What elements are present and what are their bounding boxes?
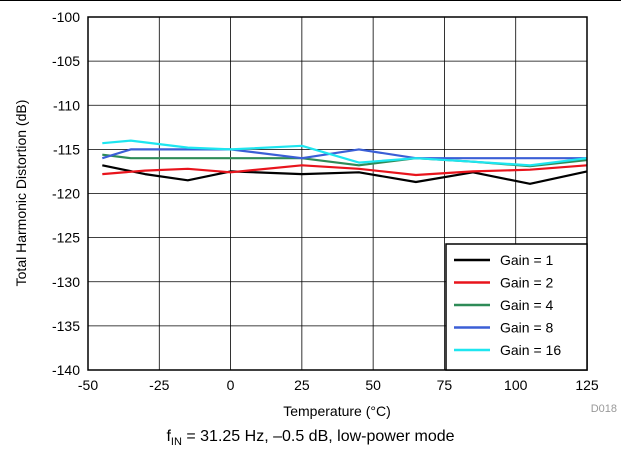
- series-line-gain-16: [102, 139, 588, 167]
- plot-frame: [87, 16, 588, 371]
- legend-label: Gain = 1: [500, 252, 554, 268]
- legend-label: Gain = 4: [500, 297, 554, 313]
- x-tick-label: 125: [575, 377, 599, 393]
- x-tick-label: -25: [149, 377, 169, 393]
- series-layer: [101, 139, 588, 185]
- x-tick-label: 75: [437, 377, 453, 393]
- y-tick-label: -120: [52, 186, 80, 202]
- y-tick-label: -100: [52, 9, 80, 25]
- x-tick-labels: -50 -25 0 25 50 75 100 125: [78, 377, 599, 393]
- x-tick-label: 50: [365, 377, 381, 393]
- y-axis-label: Total Harmonic Distortion (dB): [13, 100, 29, 287]
- legend-label: Gain = 2: [500, 275, 554, 291]
- caption-prefix: f: [166, 428, 171, 445]
- legend-label: Gain = 16: [500, 342, 561, 358]
- chart-caption: fIN = 31.25 Hz, –0.5 dB, low-power mode: [0, 428, 621, 448]
- y-tick-label: -135: [52, 318, 80, 334]
- series-line-gain-2: [102, 164, 588, 177]
- y-tick-label: -110: [53, 97, 80, 113]
- x-tick-label: -50: [78, 377, 98, 393]
- series-line-gain-1: [102, 164, 588, 185]
- y-tick-label: -125: [52, 230, 80, 246]
- y-tick-label: -115: [53, 141, 80, 157]
- thd-vs-temperature-chart: -50 -25 0 25 50 75 100 125 -100 -105 -110 -115 -120…: [13, 9, 617, 419]
- caption-subscript: IN: [170, 436, 182, 449]
- y-tick-label: -105: [52, 53, 80, 69]
- x-tick-label: 25: [294, 377, 310, 393]
- x-axis-label: Temperature (°C): [283, 403, 391, 419]
- caption-text: = 31.25 Hz, –0.5 dB, low-power mode: [181, 428, 455, 445]
- y-tick-labels: -100 -105 -110 -115 -120 -125 -130 -135 -140: [52, 9, 80, 378]
- x-tick-label: 0: [227, 377, 235, 393]
- y-tick-label: -140: [52, 362, 80, 378]
- y-tick-label: -130: [52, 274, 80, 290]
- legend: Gain = 1 Gain = 2 Gain = 4 Gain = 8 Gain = 1…: [445, 243, 588, 371]
- top-rule: [0, 0, 621, 1]
- x-tick-label: 100: [504, 377, 528, 393]
- legend-label: Gain = 8: [500, 320, 554, 336]
- figure-id: D018: [591, 403, 617, 415]
